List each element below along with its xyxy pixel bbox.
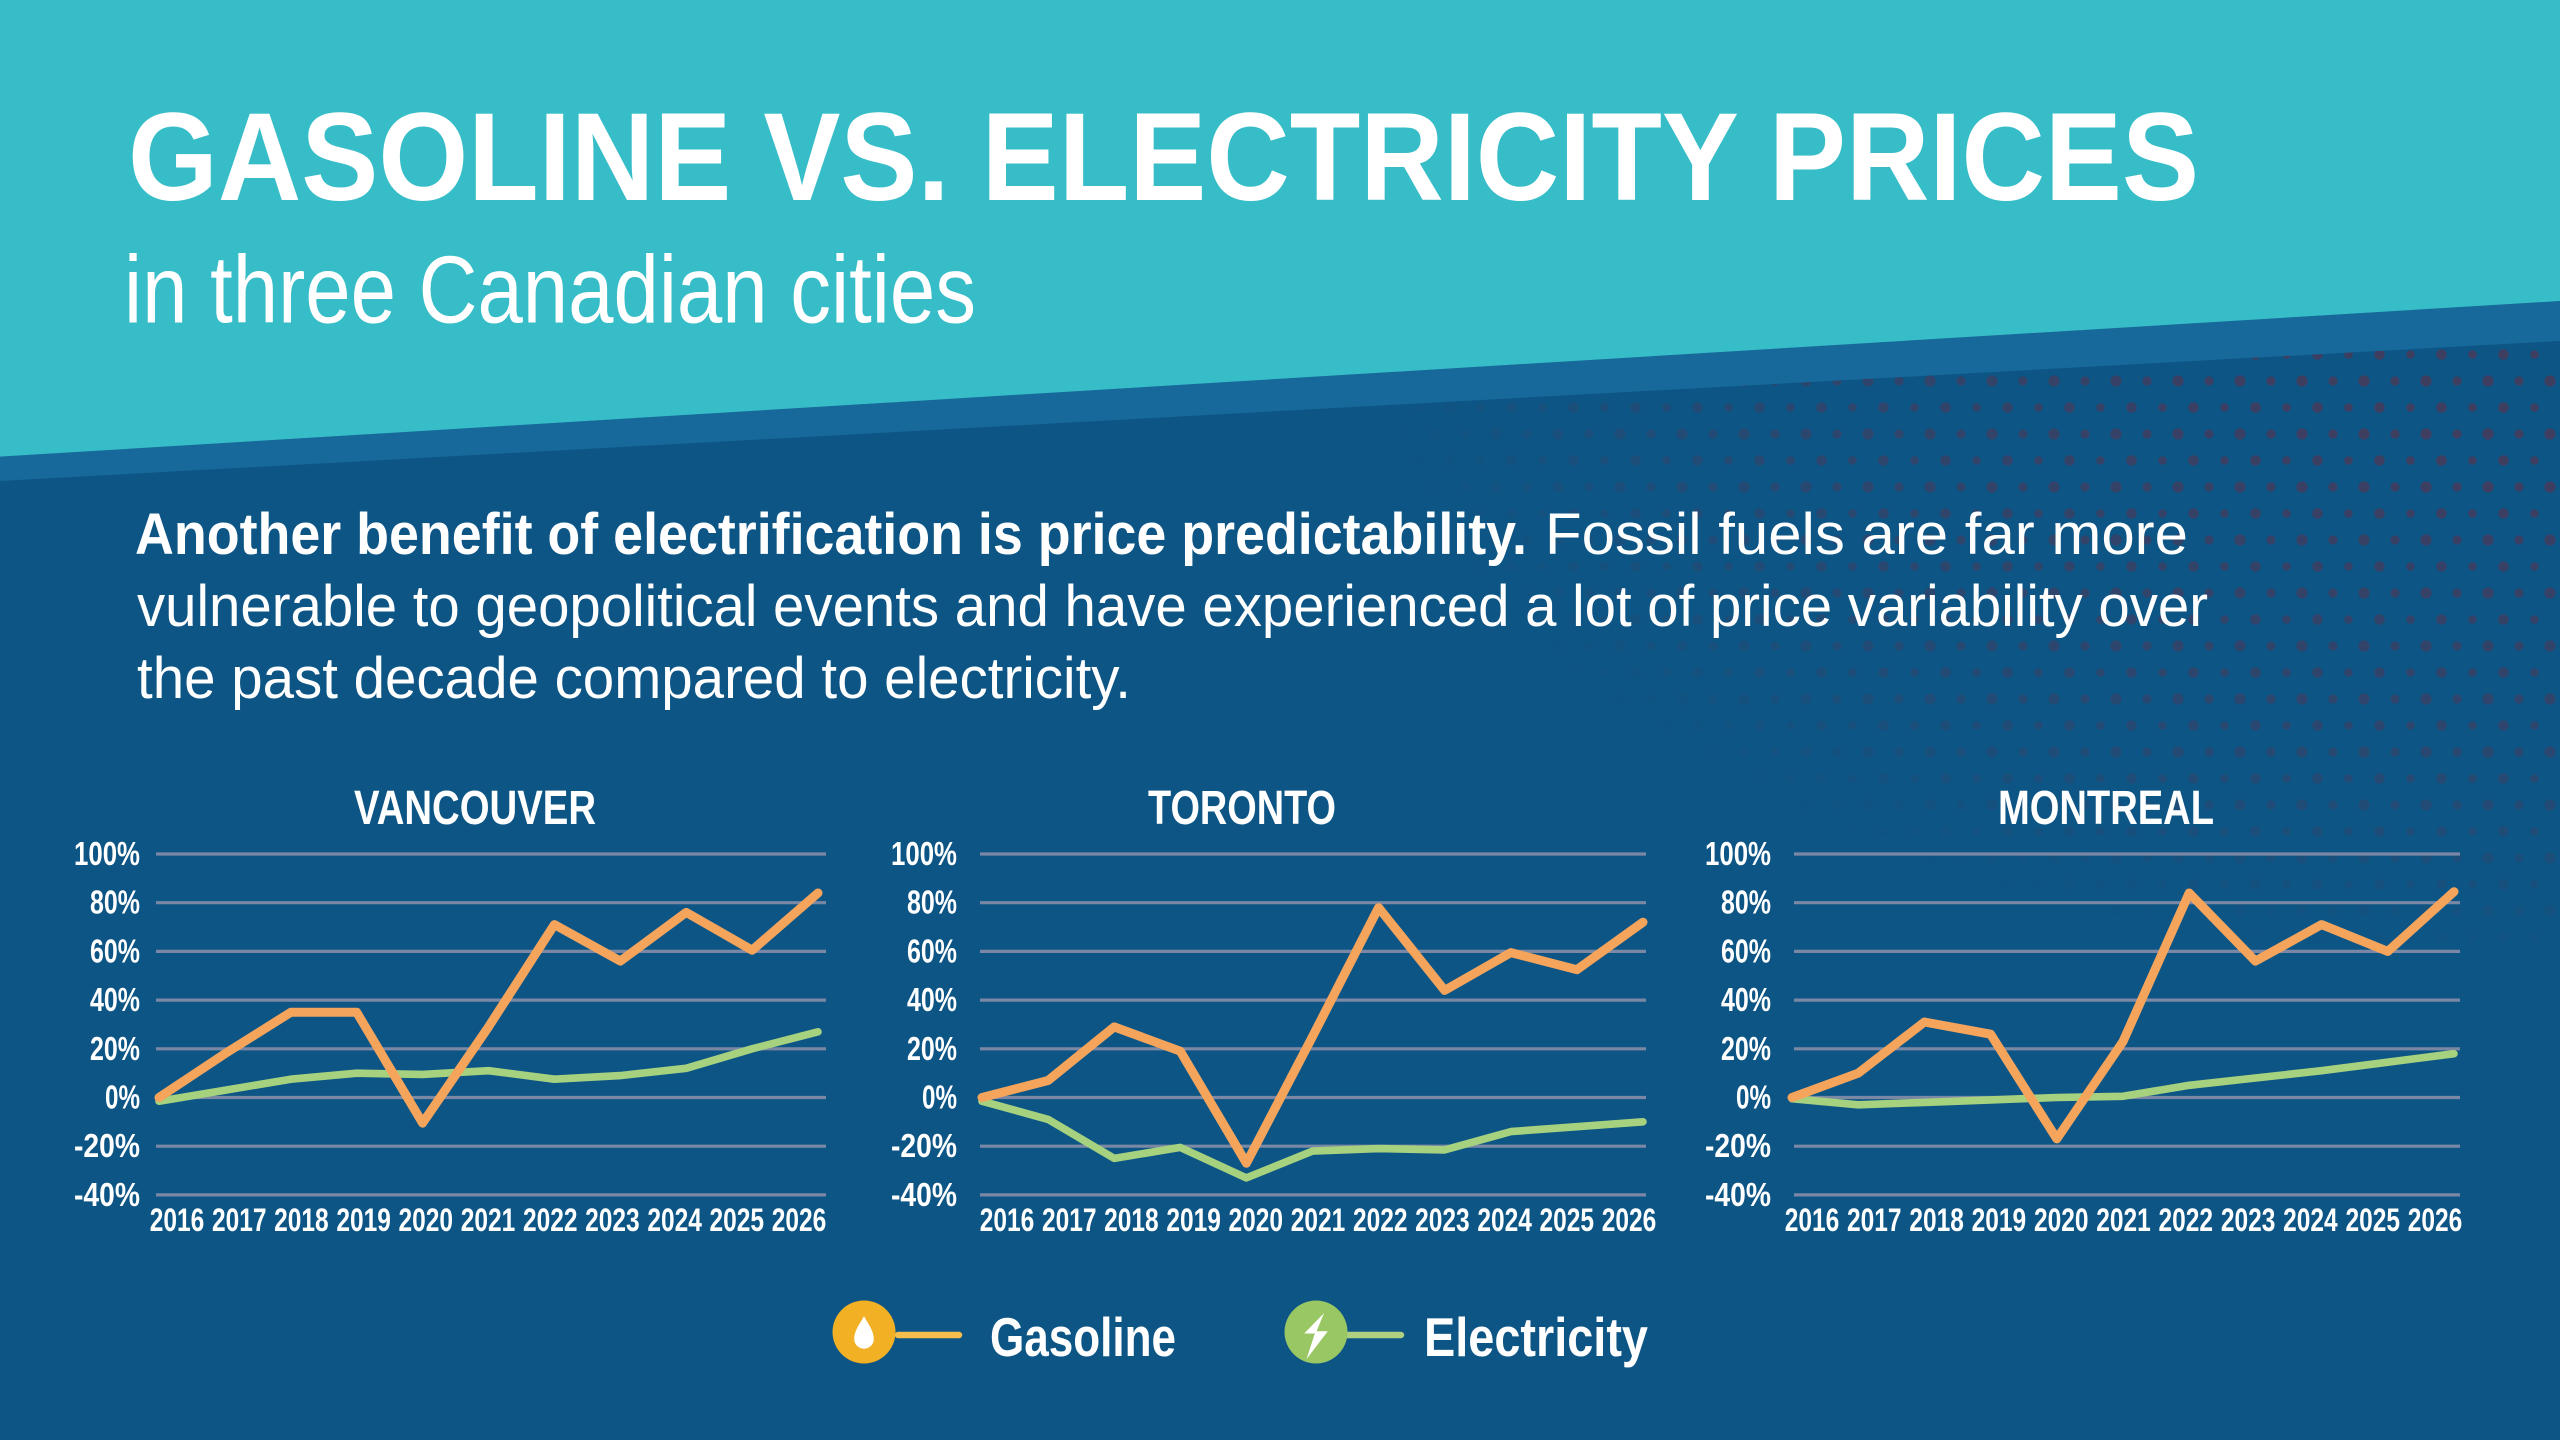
svg-text:2018: 2018 <box>274 1202 329 1238</box>
svg-text:0%: 0% <box>1736 1079 1771 1116</box>
svg-text:2025: 2025 <box>710 1202 765 1238</box>
svg-text:2019: 2019 <box>1166 1202 1221 1238</box>
svg-text:-20%: -20% <box>1705 1127 1771 1164</box>
svg-text:2022: 2022 <box>2159 1202 2214 1238</box>
svg-text:VANCOUVER: VANCOUVER <box>354 781 596 835</box>
svg-text:2025: 2025 <box>2345 1202 2400 1238</box>
svg-text:2017: 2017 <box>1042 1202 1097 1238</box>
svg-text:GASOLINE VS. ELECTRICITY PRICE: GASOLINE VS. ELECTRICITY PRICES <box>128 88 2199 227</box>
svg-text:80%: 80% <box>1721 884 1771 921</box>
svg-text:2017: 2017 <box>1847 1202 1902 1238</box>
svg-text:2020: 2020 <box>2034 1202 2089 1238</box>
svg-text:-20%: -20% <box>891 1127 957 1164</box>
svg-text:2018: 2018 <box>1104 1202 1159 1238</box>
svg-text:80%: 80% <box>90 884 140 921</box>
svg-text:2016: 2016 <box>980 1202 1035 1238</box>
svg-text:60%: 60% <box>907 932 957 969</box>
svg-text:20%: 20% <box>907 1030 957 1067</box>
svg-text:100%: 100% <box>891 835 957 872</box>
svg-text:2024: 2024 <box>1477 1202 1532 1238</box>
svg-text:-40%: -40% <box>1705 1176 1771 1213</box>
svg-text:100%: 100% <box>74 835 140 872</box>
svg-text:2018: 2018 <box>1909 1202 1964 1238</box>
svg-text:2026: 2026 <box>772 1202 827 1238</box>
svg-text:40%: 40% <box>90 981 140 1018</box>
svg-text:40%: 40% <box>1721 981 1771 1018</box>
svg-text:2023: 2023 <box>585 1202 640 1238</box>
svg-text:2020: 2020 <box>399 1202 454 1238</box>
svg-text:2026: 2026 <box>2408 1202 2463 1238</box>
svg-text:2019: 2019 <box>336 1202 391 1238</box>
svg-text:2016: 2016 <box>150 1202 205 1238</box>
svg-text:2020: 2020 <box>1229 1202 1284 1238</box>
svg-text:60%: 60% <box>1721 932 1771 969</box>
svg-text:0%: 0% <box>105 1079 140 1116</box>
svg-text:2021: 2021 <box>461 1202 516 1238</box>
svg-text:100%: 100% <box>1705 835 1771 872</box>
svg-text:2023: 2023 <box>1415 1202 1470 1238</box>
svg-text:60%: 60% <box>90 932 140 969</box>
svg-text:-40%: -40% <box>891 1176 957 1213</box>
svg-text:2019: 2019 <box>1972 1202 2027 1238</box>
svg-text:TORONTO: TORONTO <box>1148 781 1336 835</box>
svg-text:2024: 2024 <box>647 1202 702 1238</box>
svg-text:2025: 2025 <box>1540 1202 1595 1238</box>
svg-text:40%: 40% <box>907 981 957 1018</box>
svg-text:vulnerable to geopolitical eve: vulnerable to geopolitical events and ha… <box>137 574 2208 639</box>
svg-text:Gasoline: Gasoline <box>990 1306 1176 1368</box>
svg-text:Fossil fuels are far more: Fossil fuels are far more <box>1545 502 2188 567</box>
svg-text:20%: 20% <box>90 1030 140 1067</box>
svg-text:Electricity: Electricity <box>1424 1306 1648 1368</box>
svg-text:0%: 0% <box>922 1079 957 1116</box>
svg-text:Another benefit of electrifica: Another benefit of electrification is pr… <box>135 502 1527 567</box>
svg-text:the past decade compared to el: the past decade compared to electricity. <box>137 646 1131 711</box>
svg-text:2017: 2017 <box>212 1202 267 1238</box>
svg-text:-40%: -40% <box>74 1176 140 1213</box>
svg-text:2024: 2024 <box>2283 1202 2338 1238</box>
svg-text:-20%: -20% <box>74 1127 140 1164</box>
svg-text:2022: 2022 <box>1353 1202 1408 1238</box>
svg-text:2021: 2021 <box>1291 1202 1346 1238</box>
svg-text:2021: 2021 <box>2096 1202 2151 1238</box>
svg-text:2016: 2016 <box>1785 1202 1840 1238</box>
svg-text:2026: 2026 <box>1602 1202 1657 1238</box>
svg-text:20%: 20% <box>1721 1030 1771 1067</box>
svg-text:2023: 2023 <box>2221 1202 2276 1238</box>
svg-text:MONTREAL: MONTREAL <box>1998 781 2214 835</box>
svg-text:2022: 2022 <box>523 1202 578 1238</box>
svg-text:80%: 80% <box>907 884 957 921</box>
svg-text:in three Canadian cities: in three Canadian cities <box>124 237 976 344</box>
